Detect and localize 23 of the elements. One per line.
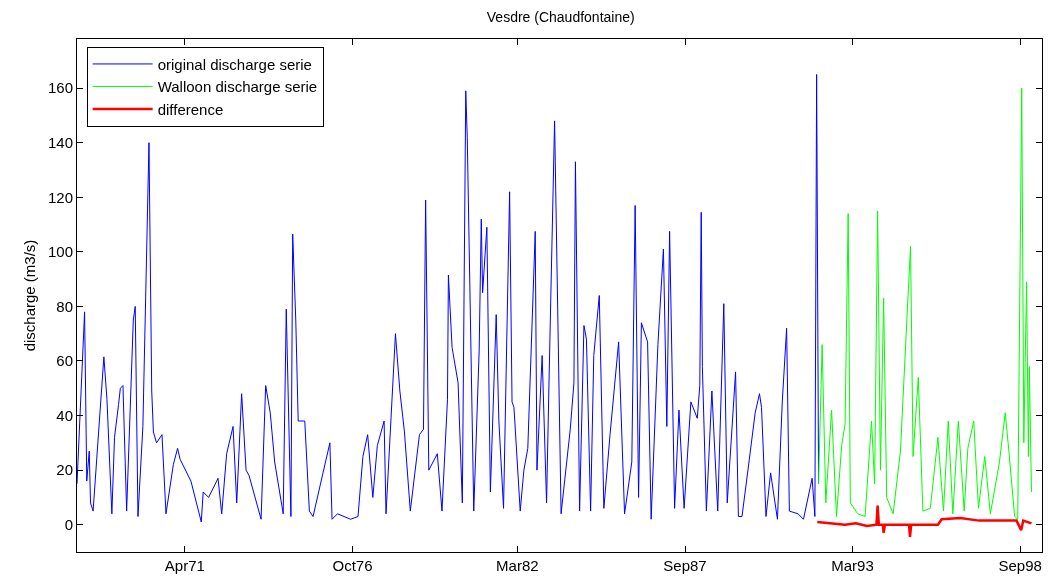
y-tick-label: 100 bbox=[47, 243, 73, 261]
x-tick-label: Mar93 bbox=[831, 557, 874, 574]
line-series bbox=[816, 504, 1033, 539]
x-tick-label: Oct76 bbox=[332, 557, 373, 574]
y-tick-label: 140 bbox=[47, 133, 73, 151]
y-tick-label: 0 bbox=[64, 515, 73, 533]
legend-label: Walloon discharge serie bbox=[157, 78, 318, 96]
x-tick-label: Sep87 bbox=[663, 557, 707, 574]
y-tick-label: 20 bbox=[56, 461, 73, 479]
y-tick-label: 120 bbox=[47, 188, 73, 206]
x-tick-label: Mar82 bbox=[496, 557, 539, 574]
chart-title: Vesdre (Chaudfontaine) bbox=[486, 8, 635, 25]
line-series bbox=[818, 87, 1032, 520]
x-tick-label: Sep98 bbox=[998, 557, 1042, 574]
legend-label: difference bbox=[157, 100, 224, 118]
y-tick-label: 160 bbox=[47, 79, 73, 97]
y-tick-label: 40 bbox=[56, 406, 73, 424]
x-tick-label: Apr71 bbox=[164, 557, 205, 574]
line-series bbox=[77, 73, 820, 523]
y-tick-label: 80 bbox=[56, 297, 73, 315]
y-axis-title: discharge (m3/s) bbox=[21, 239, 39, 352]
y-tick-label: 60 bbox=[56, 352, 73, 370]
legend-label: original discharge serie bbox=[157, 55, 312, 73]
